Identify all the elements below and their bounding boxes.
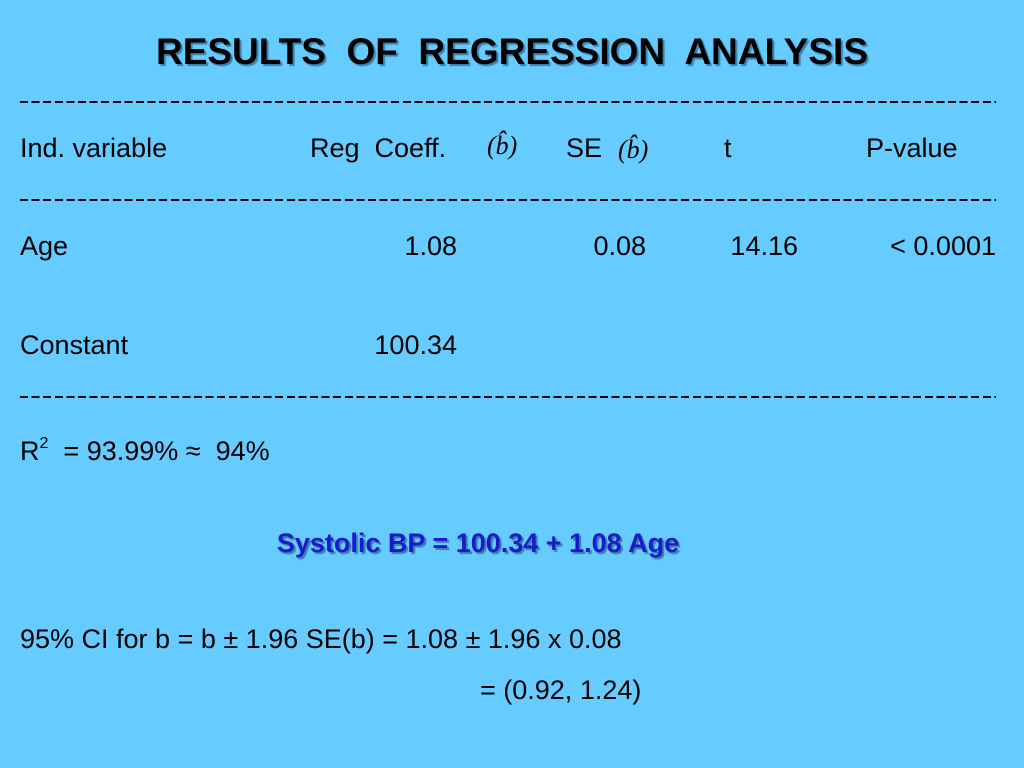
separator (20, 101, 996, 103)
separator (20, 199, 996, 201)
header-cell: t (724, 133, 732, 163)
r-label: R (20, 436, 40, 466)
row-label: Age (20, 231, 69, 261)
cell: < 0.0001 (890, 231, 996, 261)
separator (20, 396, 996, 398)
header-cell: (b̂) (618, 135, 649, 164)
header-cell: SE (566, 133, 603, 163)
cell: 0.08 (593, 231, 646, 261)
r-sup: 2 (39, 435, 49, 452)
header-cell: Ind. variable (20, 133, 168, 163)
header-cell: P-value (866, 133, 958, 163)
cell: 100.34 (374, 330, 457, 360)
header-cell: (b̂) (487, 131, 518, 160)
r-squared: R2 = 93.99% ≈ 94% (20, 427, 270, 466)
cell: 1.08 (404, 231, 457, 261)
ci-line: = (0.92, 1.24) (480, 675, 642, 705)
ci-line: 95% CI for b = b ± 1.96 SE(b) = 1.08 ± 1… (20, 624, 622, 654)
row-label: Constant (20, 330, 129, 360)
cell: 14.16 (730, 231, 798, 261)
title: RESULTS OF REGRESSION ANALYSIS (155, 31, 868, 72)
equation: Systolic BP = 100.34 + 1.08 Age (276, 528, 680, 558)
r-text: = 93.99% ≈ 94% (63, 436, 270, 466)
header-cell: Reg Coeff. (310, 133, 447, 163)
